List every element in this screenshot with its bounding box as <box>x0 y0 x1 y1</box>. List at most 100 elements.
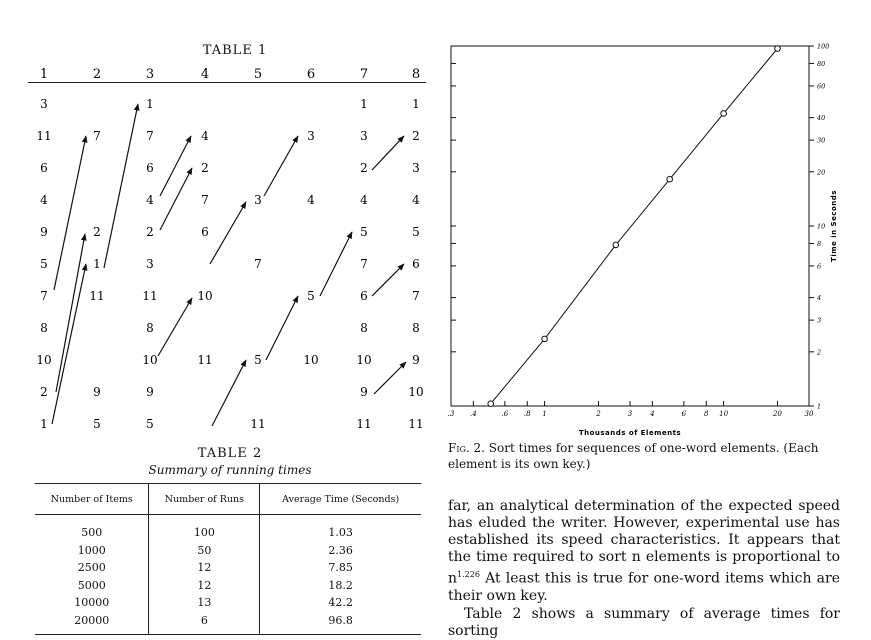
table1-cell: 6 <box>146 161 154 175</box>
table1-cell: 8 <box>40 321 48 335</box>
table1-column-header: 6 <box>307 67 315 82</box>
table2-title: TABLE 2 <box>197 446 263 461</box>
table1-cell: 7 <box>412 289 420 303</box>
x-tick-label: 4 <box>649 410 654 418</box>
table1-cell: 11 <box>89 289 104 303</box>
table1-cell: 4 <box>307 193 315 207</box>
table1-cell: 11 <box>197 353 212 367</box>
paragraph-2: Table 2 shows a summary of average times… <box>448 605 840 639</box>
exponent: 1.226 <box>457 570 480 579</box>
table1-cell: 11 <box>408 417 423 431</box>
data-point <box>541 335 548 343</box>
table1-cell: 5 <box>93 417 101 431</box>
table1-cell: 8 <box>360 321 368 335</box>
y-tick-label: 1 <box>817 403 821 411</box>
table2-cell: 18.2 <box>328 578 353 592</box>
table1-cell: 4 <box>201 129 209 143</box>
table1-cell: 8 <box>412 321 420 335</box>
y-tick-label: 80 <box>817 60 825 68</box>
table1-cell: 7 <box>201 193 209 207</box>
table1-cell: 2 <box>40 385 48 399</box>
y-tick-label: 3 <box>817 317 821 325</box>
x-tick-label: 30 <box>805 410 814 418</box>
table2-header-items: Number of Items <box>35 484 149 515</box>
table1-cell: 6 <box>360 289 368 303</box>
table1-cell: 6 <box>201 225 209 239</box>
x-tick-label: 6 <box>682 410 687 418</box>
table1-cell: 3 <box>360 129 368 143</box>
y-tick-label: 6 <box>817 262 821 270</box>
table2-cell: 500 <box>81 526 103 540</box>
table1-cell: 7 <box>40 289 48 303</box>
table1-cell: 4 <box>146 193 154 207</box>
table1-cell: 2 <box>93 225 101 239</box>
table1-column-header: 7 <box>360 67 368 82</box>
table2-cell: 1.03 <box>328 526 353 540</box>
table1-arrow <box>157 297 193 357</box>
table1-cell: 5 <box>307 289 315 303</box>
table1-cell: 5 <box>254 353 262 367</box>
table1-cell: 3 <box>146 257 154 271</box>
table1-cell: 5 <box>360 225 368 239</box>
table2-cell: 13 <box>148 594 261 612</box>
sort-times-chart: .3 .4 .6 .8 1 2 3 4 6 8 10 20 30 1 2 3 4 6 8 10 20 30 40 60 80 1… <box>448 43 838 438</box>
paragraph-1-main: far, an analytical determination of the … <box>448 498 840 587</box>
x-tick-label: .6 <box>502 410 509 418</box>
y-axis-label: Time in Seconds <box>830 190 838 262</box>
table1-cell: 1 <box>40 417 48 431</box>
paragraph-1-end: At least this is true for one-word items… <box>448 570 840 604</box>
x-tick-label: 10 <box>719 410 728 418</box>
table1-cell: 9 <box>412 353 420 367</box>
table1-arrow <box>209 201 247 265</box>
table1-arrow <box>371 263 405 297</box>
x-tick-label: .3 <box>448 410 455 418</box>
table2-cell: 5000 <box>77 578 106 592</box>
table1-arrow <box>53 135 88 291</box>
x-tick-label: 1 <box>542 410 546 418</box>
y-tick-label: 100 <box>817 43 829 51</box>
table1-cell: 4 <box>412 193 420 207</box>
y-tick-label: 4 <box>816 294 821 302</box>
table1-cell: 9 <box>146 385 154 399</box>
table2-cell: 6 <box>148 611 261 634</box>
y-tick-label: 8 <box>817 240 821 248</box>
table2-header-time: Average Time (Seconds) <box>259 484 421 515</box>
y-tick-label: 30 <box>817 137 825 145</box>
table2-cell: 2.36 <box>328 543 353 557</box>
table2: Number of Items Number of Runs Average T… <box>35 483 421 635</box>
table1-cell: 4 <box>40 193 48 207</box>
x-axis-label: Thousands of Elements <box>579 429 681 437</box>
body-text: far, an analytical determination of the … <box>448 498 840 640</box>
table2-cell: 1000 <box>77 543 106 557</box>
table2-row: 500 100 1.03 <box>35 514 421 542</box>
paragraph-1: far, an analytical determination of the … <box>448 498 840 605</box>
table1-cell: 11 <box>356 417 371 431</box>
table1-cell: 11 <box>36 129 51 143</box>
table2-cell: 100 <box>148 514 261 542</box>
table1-arrow <box>159 167 193 231</box>
table1-arrow <box>159 135 192 197</box>
table1-arrow <box>265 295 299 361</box>
table1-cell: 10 <box>408 385 423 399</box>
data-point <box>666 175 674 183</box>
table1-header-rule <box>28 82 426 83</box>
table1-cell: 8 <box>146 321 154 335</box>
table1-cell: 6 <box>412 257 420 271</box>
table1-cell: 1 <box>412 97 420 111</box>
table1-cell: 10 <box>36 353 51 367</box>
table1-cell: 4 <box>360 193 368 207</box>
table1-column-header: 3 <box>146 67 154 82</box>
table2-cell: 96.8 <box>328 613 353 627</box>
table2-row: 2500 12 7.85 <box>35 559 421 577</box>
table2-row: 10000 13 42.2 <box>35 594 421 612</box>
table1-cell: 7 <box>254 257 262 271</box>
table1-arrow <box>371 135 405 171</box>
fit-line <box>490 48 778 405</box>
table1-cell: 11 <box>142 289 157 303</box>
data-point <box>774 45 781 52</box>
data-point <box>612 241 620 249</box>
table1-cell: 11 <box>250 417 265 431</box>
table1-cell: 6 <box>40 161 48 175</box>
y-tick-label: 40 <box>816 114 825 122</box>
